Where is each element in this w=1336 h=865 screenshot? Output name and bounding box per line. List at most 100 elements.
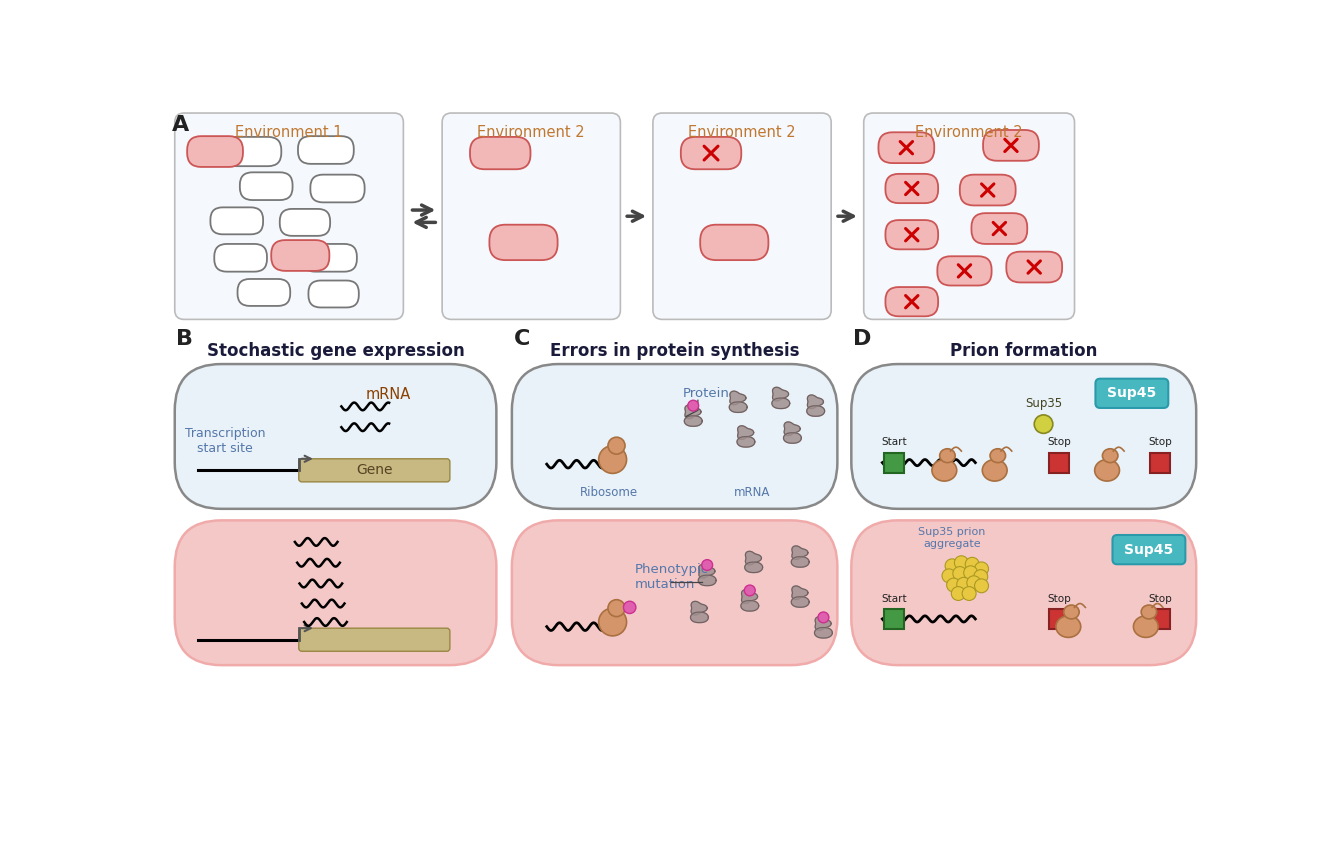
Polygon shape [699, 564, 715, 578]
Polygon shape [737, 437, 755, 447]
Ellipse shape [990, 449, 1006, 463]
FancyBboxPatch shape [1150, 452, 1170, 472]
FancyBboxPatch shape [1096, 379, 1168, 408]
FancyBboxPatch shape [489, 225, 557, 260]
FancyBboxPatch shape [309, 280, 359, 307]
Circle shape [624, 601, 636, 613]
FancyBboxPatch shape [210, 208, 263, 234]
Circle shape [942, 569, 957, 583]
Text: Phenotypic
mutation: Phenotypic mutation [635, 563, 708, 591]
Polygon shape [684, 416, 703, 426]
FancyBboxPatch shape [971, 213, 1027, 244]
FancyBboxPatch shape [442, 113, 620, 319]
Polygon shape [699, 575, 716, 586]
Polygon shape [807, 395, 823, 408]
FancyBboxPatch shape [653, 113, 831, 319]
Circle shape [945, 559, 959, 573]
Text: Stop: Stop [1148, 593, 1172, 604]
FancyBboxPatch shape [299, 458, 450, 482]
Circle shape [1034, 415, 1053, 433]
Text: mRNA: mRNA [365, 388, 410, 402]
Circle shape [974, 579, 989, 593]
Polygon shape [772, 388, 788, 400]
Ellipse shape [1141, 606, 1157, 619]
Text: Ribosome: Ribosome [580, 486, 637, 499]
Polygon shape [737, 426, 754, 439]
Polygon shape [807, 406, 824, 416]
Polygon shape [745, 551, 762, 565]
Polygon shape [691, 601, 707, 615]
Text: Environment 1: Environment 1 [235, 125, 343, 139]
FancyBboxPatch shape [681, 137, 741, 170]
Polygon shape [792, 546, 808, 560]
Ellipse shape [939, 449, 955, 463]
FancyBboxPatch shape [298, 136, 354, 163]
Ellipse shape [1102, 449, 1118, 463]
FancyBboxPatch shape [700, 225, 768, 260]
Text: Start: Start [882, 593, 907, 604]
FancyBboxPatch shape [879, 132, 934, 163]
Ellipse shape [599, 608, 627, 636]
Text: Sup35: Sup35 [1025, 397, 1062, 410]
Circle shape [965, 557, 979, 571]
Polygon shape [741, 600, 759, 611]
Text: Stop: Stop [1148, 437, 1172, 447]
Circle shape [953, 567, 967, 580]
FancyBboxPatch shape [886, 174, 938, 203]
Ellipse shape [1063, 606, 1079, 619]
FancyBboxPatch shape [310, 175, 365, 202]
Text: Errors in protein synthesis: Errors in protein synthesis [550, 343, 799, 361]
Text: Environment 2: Environment 2 [477, 125, 585, 139]
FancyBboxPatch shape [187, 136, 243, 167]
Circle shape [962, 586, 977, 600]
FancyBboxPatch shape [983, 130, 1039, 161]
FancyBboxPatch shape [886, 220, 938, 249]
Ellipse shape [1133, 616, 1158, 638]
FancyBboxPatch shape [851, 521, 1196, 665]
Polygon shape [791, 597, 810, 607]
Polygon shape [792, 586, 808, 599]
Ellipse shape [1055, 616, 1081, 638]
FancyBboxPatch shape [959, 175, 1015, 206]
FancyBboxPatch shape [238, 279, 290, 306]
Circle shape [744, 585, 755, 596]
FancyBboxPatch shape [1150, 609, 1170, 629]
Ellipse shape [599, 445, 627, 473]
Text: A: A [171, 114, 188, 135]
FancyBboxPatch shape [175, 364, 497, 509]
FancyBboxPatch shape [223, 137, 282, 166]
Text: Stop: Stop [1047, 593, 1071, 604]
FancyBboxPatch shape [512, 521, 838, 665]
Text: D: D [852, 329, 871, 349]
Ellipse shape [1094, 459, 1120, 481]
FancyBboxPatch shape [470, 137, 530, 170]
Text: Sup45: Sup45 [1108, 387, 1157, 400]
Circle shape [967, 576, 981, 590]
FancyBboxPatch shape [851, 364, 1196, 509]
Circle shape [974, 562, 989, 576]
Circle shape [818, 612, 828, 623]
Circle shape [701, 560, 712, 570]
FancyBboxPatch shape [886, 287, 938, 317]
Ellipse shape [933, 459, 957, 481]
Polygon shape [685, 405, 701, 419]
Circle shape [974, 570, 987, 584]
Text: Stochastic gene expression: Stochastic gene expression [207, 343, 465, 361]
Text: mRNA: mRNA [733, 486, 771, 499]
Circle shape [947, 578, 961, 592]
Text: Protein: Protein [683, 388, 729, 400]
Text: Prion formation: Prion formation [950, 343, 1097, 361]
Text: C: C [513, 329, 530, 349]
Text: Environment 2: Environment 2 [688, 125, 796, 139]
Text: Transcription
start site: Transcription start site [184, 427, 266, 455]
Ellipse shape [608, 437, 625, 454]
Text: Environment 2: Environment 2 [915, 125, 1023, 139]
Polygon shape [744, 562, 763, 573]
FancyBboxPatch shape [938, 256, 991, 285]
FancyBboxPatch shape [240, 172, 293, 200]
Text: Stop: Stop [1047, 437, 1071, 447]
FancyBboxPatch shape [884, 609, 904, 629]
FancyBboxPatch shape [864, 113, 1074, 319]
Polygon shape [784, 422, 800, 436]
FancyBboxPatch shape [1049, 609, 1069, 629]
